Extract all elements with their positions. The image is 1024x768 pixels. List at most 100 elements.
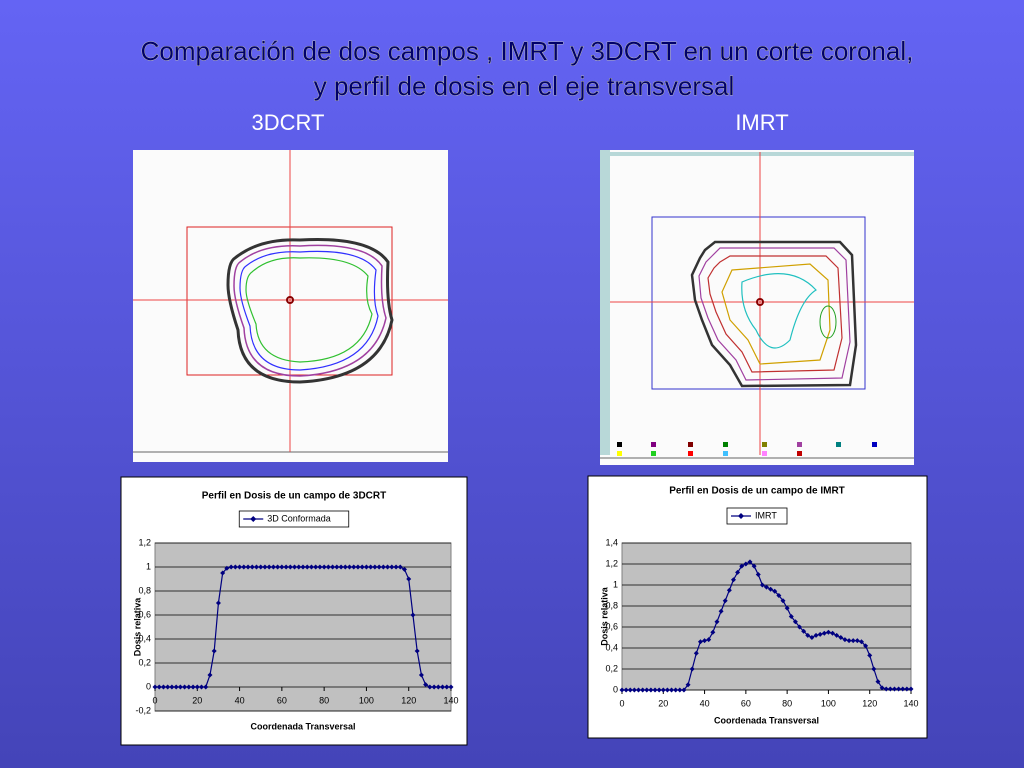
data-point xyxy=(784,605,790,611)
data-point xyxy=(891,686,897,692)
data-point xyxy=(423,682,429,688)
y-tick-label: 0,4 xyxy=(605,642,618,652)
data-point xyxy=(830,630,836,636)
data-point xyxy=(199,684,205,690)
data-point xyxy=(693,650,699,656)
y-tick-label: 0,2 xyxy=(605,663,618,673)
data-point xyxy=(759,582,765,588)
data-point xyxy=(220,570,226,576)
data-point xyxy=(266,564,272,570)
data-point xyxy=(237,564,243,570)
x-tick-label: 100 xyxy=(821,698,836,708)
data-point xyxy=(245,564,251,570)
legend-swatch xyxy=(738,513,744,519)
data-point xyxy=(780,598,786,604)
data-point xyxy=(308,564,314,570)
data-point xyxy=(347,564,353,570)
data-point xyxy=(283,564,289,570)
data-point xyxy=(809,635,815,640)
plot-area xyxy=(154,542,452,712)
data-point xyxy=(768,586,774,592)
data-point xyxy=(636,687,642,693)
data-point xyxy=(854,638,860,644)
x-tick-label: 0 xyxy=(619,698,624,708)
data-point xyxy=(842,637,848,643)
y-tick-label: 1,2 xyxy=(605,558,618,568)
y-tick-label: 1 xyxy=(146,561,151,571)
data-point xyxy=(165,684,171,690)
data-point xyxy=(652,687,658,693)
title-line: y perfil de dosis en el eje transversal xyxy=(314,71,735,101)
title-line: Comparación de dos campos , IMRT y 3DCRT… xyxy=(141,36,914,66)
data-point xyxy=(300,564,306,570)
y-tick-label: 1 xyxy=(613,579,618,589)
data-point xyxy=(656,687,662,693)
data-point xyxy=(776,593,782,598)
data-point xyxy=(376,564,382,570)
x-tick-label: 20 xyxy=(658,698,668,708)
data-point xyxy=(321,564,327,570)
plot-area xyxy=(621,542,912,691)
data-point xyxy=(673,687,679,693)
data-point xyxy=(743,561,749,567)
data-point xyxy=(908,686,914,692)
legend-swatch xyxy=(250,516,257,522)
data-point xyxy=(681,687,687,693)
data-point xyxy=(262,564,268,570)
data-point xyxy=(640,687,646,693)
data-point xyxy=(435,684,441,690)
y-axis-label: Dosis relativa xyxy=(599,586,609,646)
data-point xyxy=(203,684,209,690)
data-point xyxy=(190,684,196,690)
data-point xyxy=(697,639,703,645)
data-point xyxy=(788,614,794,619)
data-point xyxy=(825,629,831,635)
data-point xyxy=(685,682,691,688)
x-tick-label: 40 xyxy=(700,698,710,708)
data-point xyxy=(660,687,666,693)
data-point xyxy=(207,672,213,678)
data-point xyxy=(801,628,807,634)
data-point xyxy=(792,619,798,625)
x-axis-label: Coordenada Transversal xyxy=(714,715,819,725)
data-point xyxy=(623,687,629,693)
y-tick-label: 0,8 xyxy=(605,600,618,610)
x-tick-label: 80 xyxy=(319,695,329,705)
data-point xyxy=(418,672,424,678)
data-point xyxy=(764,584,769,590)
data-point xyxy=(351,564,357,570)
data-point xyxy=(747,559,753,565)
legend-box xyxy=(238,510,350,528)
data-point xyxy=(304,564,310,570)
data-point xyxy=(279,564,285,570)
data-point xyxy=(726,587,732,593)
data-point xyxy=(182,684,188,690)
data-point xyxy=(211,648,217,654)
data-point xyxy=(817,631,823,637)
data-point xyxy=(372,564,378,570)
data-point xyxy=(325,564,331,570)
data-point xyxy=(431,684,437,690)
y-tick-label: 0,4 xyxy=(138,633,151,643)
data-point xyxy=(702,638,708,644)
data-point xyxy=(710,629,716,635)
data-point xyxy=(385,564,391,570)
data-point xyxy=(440,684,446,690)
data-point xyxy=(730,577,736,583)
data-point xyxy=(677,687,683,693)
x-tick-label: 120 xyxy=(401,695,416,705)
data-point xyxy=(334,564,340,570)
data-point xyxy=(342,564,348,570)
data-point xyxy=(313,564,319,570)
data-point xyxy=(397,564,403,570)
data-point xyxy=(380,564,386,570)
chart-title: Perfil en Dosis de un campo de IMRT xyxy=(669,486,845,497)
data-point xyxy=(714,619,720,625)
x-tick-label: 60 xyxy=(741,698,751,708)
data-point xyxy=(838,635,844,640)
data-point xyxy=(846,638,852,644)
y-tick-label: 0 xyxy=(146,681,151,691)
data-point xyxy=(648,687,654,693)
